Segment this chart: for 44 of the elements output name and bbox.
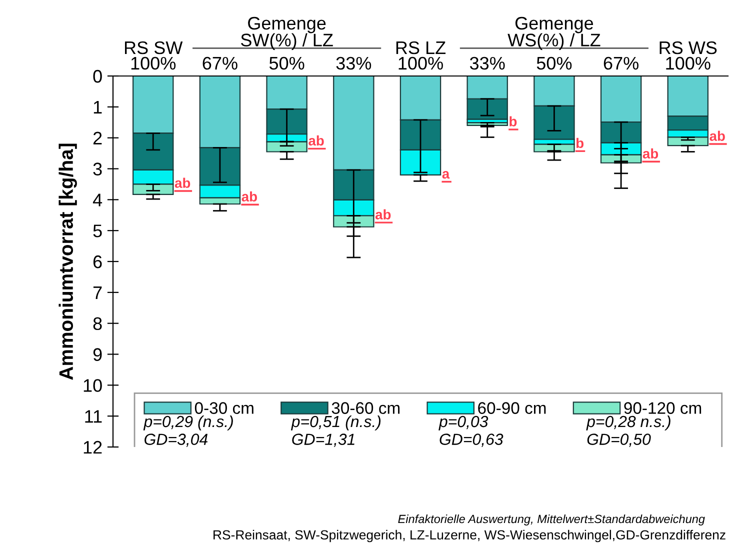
y-axis-title: Ammoniumtvorrat [kg/ha] [58,144,77,380]
y-tick-label: 5 [93,224,102,238]
x-tick-label: 50% [269,56,304,70]
legend-label: 0-30 cm [194,402,254,414]
y-tick-label: 3 [93,162,102,176]
annotation: p=0,51 (n.s.) GD=1,31 [290,415,381,447]
y-tick-label: 4 [92,194,102,206]
data-label: ab [642,148,658,159]
text: Gemenge SW(%) / LZ [240,16,333,50]
y-tick-label: 10 [84,379,102,392]
y-tick-label: 6 [93,255,102,268]
x-tick-label: 33% [336,56,372,70]
annotation: p=0,28 n.s.) GD=0,50 [586,415,670,447]
y-tick-label: 11 [85,410,102,423]
data-label: a [442,171,450,179]
x-tick-label: RS WS 100% [660,41,717,70]
x-tick-label: RS SW 100% [124,41,183,70]
x-tick-label: RS LZ 100% [396,41,446,70]
annotation: p=0,03 GD=0,63 [438,416,504,447]
x-tick-label: 33% [470,56,505,70]
y-tick-label: 1 [94,101,102,114]
x-tick-label: 67% [202,56,238,70]
data-label: ab [710,130,725,141]
data-label: b [576,138,584,148]
y-tick-label: 9 [93,348,102,361]
data-label: ab [174,178,190,188]
annotation: p=0,29 (n.s.) GD=3,04 [143,415,233,447]
data-label: ab [242,191,257,202]
y-tick-label: 2 [93,132,102,144]
legend-label: 60-90 cm [478,402,546,414]
y-tick-label: 0 [93,70,102,83]
text: Einfaktorielle Auswertung, Mittelwert±Standardabweichung [398,514,705,526]
data-label: ab [375,209,391,220]
data-label: ab [308,135,324,146]
y-tick-label: 7 [93,286,102,299]
text: RS-Reinsaat, SW-Spitzwegerich, LZ-Luzerne, WS-Wiesenschwingel,GD-Grenzdifferenz [214,530,726,542]
x-tick-label: 50% [536,56,572,70]
legend-label: 30-60 cm [332,402,400,414]
y-tick-label: 12 [84,440,102,454]
y-tick-label: 8 [93,317,102,330]
legend-label: 90-120 cm [624,402,702,414]
x-tick-label: 67% [604,56,638,70]
data-label: b [510,116,517,126]
text: Gemenge WS(%) / LZ [508,16,600,50]
